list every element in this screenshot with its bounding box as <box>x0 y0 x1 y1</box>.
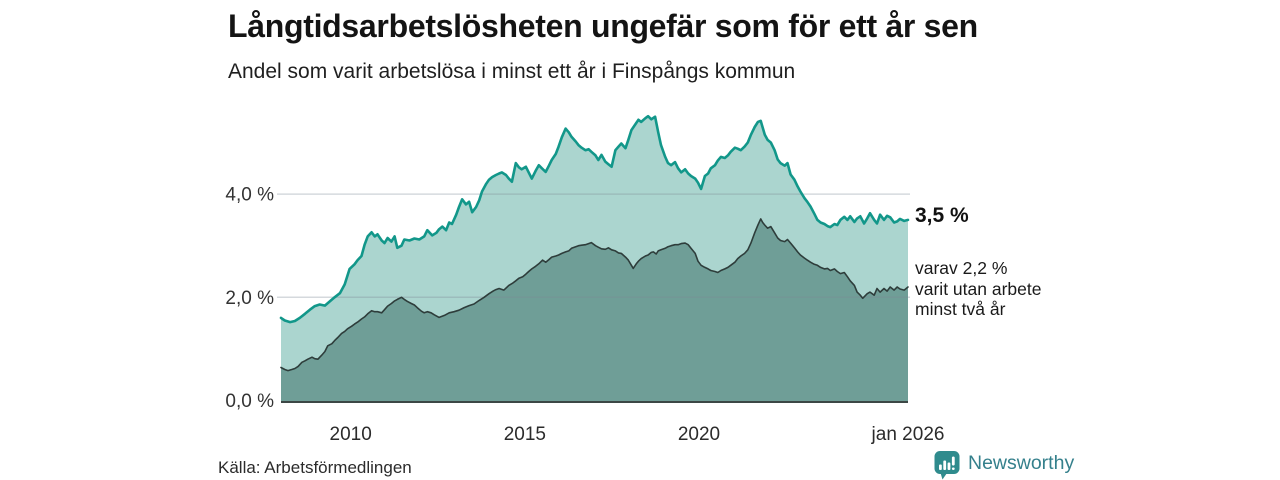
end-label-subset-line-3: minst två år <box>915 299 1006 319</box>
end-label-subset-line-1: varav 2,2 % <box>915 258 1008 278</box>
x-tick-label: 2020 <box>678 424 720 445</box>
y-tick-label: 2,0 % <box>225 288 274 309</box>
source-note: Källa: Arbetsförmedlingen <box>218 458 412 477</box>
newsworthy-logo: Newsworthy <box>934 450 1074 480</box>
x-tick-label: 2015 <box>504 424 546 445</box>
y-tick-label: 0,0 % <box>225 391 274 412</box>
page-title: Långtidsarbetslösheten ungefär som för e… <box>228 8 978 44</box>
end-label-subset-line-2: varit utan arbete <box>915 278 1042 299</box>
chart-line-subset <box>280 218 909 372</box>
series-end-label-total: 3,5 % <box>915 204 969 227</box>
y-tick-label: 4,0 % <box>225 185 274 206</box>
x-tick-label: jan 2026 <box>871 424 945 445</box>
chart-line-total <box>279 114 910 324</box>
series-end-label-subset: varav 2,2 % varit utan arbete minst två … <box>915 258 1041 320</box>
chart-subtitle: Andel som varit arbetslösa i minst ett å… <box>228 60 796 83</box>
newsworthy-logo-icon <box>934 451 960 480</box>
x-tick-label: 2010 <box>330 424 372 445</box>
chart-area-subset <box>281 218 908 402</box>
newsworthy-logo-text: Newsworthy <box>968 452 1075 474</box>
